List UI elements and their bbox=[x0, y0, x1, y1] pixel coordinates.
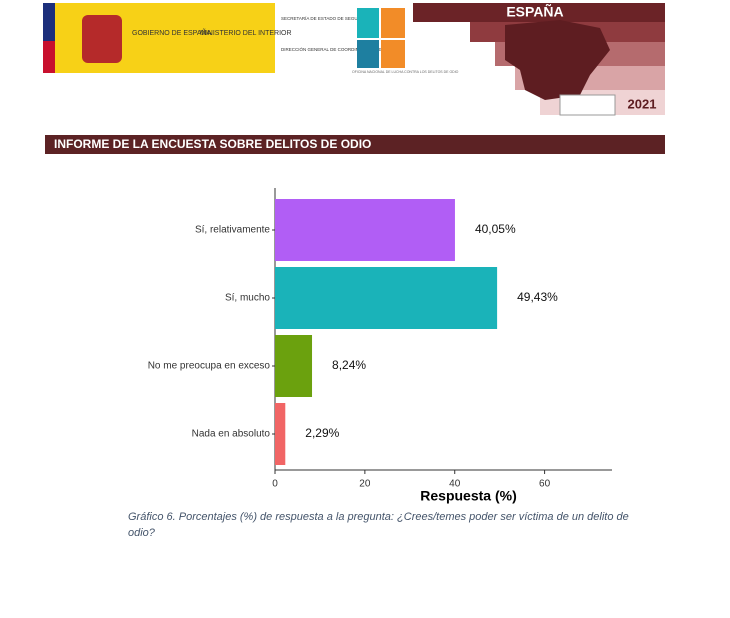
value-label: 40,05% bbox=[475, 222, 516, 236]
bar bbox=[275, 403, 286, 465]
x-tick-label: 20 bbox=[359, 479, 371, 490]
office-text: OFICINA NACIONAL DE LUCHA CONTRA LOS DEL… bbox=[352, 70, 459, 74]
y-tick-label: Nada en absoluto bbox=[192, 429, 271, 440]
flag-red bbox=[43, 41, 55, 73]
region-text: ESPAÑA bbox=[506, 3, 563, 20]
map-spain bbox=[505, 20, 610, 100]
logo-d bbox=[381, 8, 405, 38]
caption: Gráfico 6. Porcentajes (%) de respuesta … bbox=[128, 511, 629, 539]
gov-text: GOBIERNO DE ESPAÑA bbox=[132, 28, 212, 37]
y-tick-label: Sí, mucho bbox=[225, 293, 270, 304]
secretariat-text: SECRETARÍA DE ESTADO DE SEGURIDAD bbox=[281, 15, 372, 21]
y-tick-label: Sí, relativamente bbox=[195, 225, 270, 236]
ministry-text: MINISTERIO DEL INTERIOR bbox=[200, 30, 292, 37]
value-label: 2,29% bbox=[305, 426, 339, 440]
directorate-text: DIRECCIÓN GENERAL DE COORDINACIÓN Y ESTU… bbox=[281, 46, 401, 52]
x-tick-label: 0 bbox=[272, 479, 278, 490]
y-tick-label: No me preocupa en exceso bbox=[148, 361, 271, 372]
logo-o bbox=[357, 8, 379, 38]
logo-d2 bbox=[381, 40, 405, 68]
x-tick-label: 60 bbox=[539, 479, 551, 490]
year-text: 2021 bbox=[628, 96, 657, 111]
logo-n bbox=[357, 40, 379, 68]
section-title: INFORME DE LA ENCUESTA SOBRE DELITOS DE … bbox=[54, 137, 371, 151]
x-axis-label: Respuesta (%) bbox=[420, 488, 516, 504]
bar bbox=[275, 199, 455, 261]
bar bbox=[275, 335, 313, 397]
coat-of-arms bbox=[82, 15, 122, 63]
flag-eu bbox=[43, 3, 55, 41]
map-canarias bbox=[559, 94, 616, 116]
region-banner bbox=[413, 3, 665, 22]
chart: 0 20 40 60 Respuesta (%) Sí, relativamente 40,… bbox=[148, 188, 612, 504]
x-tick-label: 40 bbox=[449, 479, 461, 490]
section-bar bbox=[45, 135, 665, 154]
value-label: 49,43% bbox=[517, 290, 558, 304]
bar bbox=[275, 267, 498, 329]
value-label: 8,24% bbox=[332, 358, 366, 372]
